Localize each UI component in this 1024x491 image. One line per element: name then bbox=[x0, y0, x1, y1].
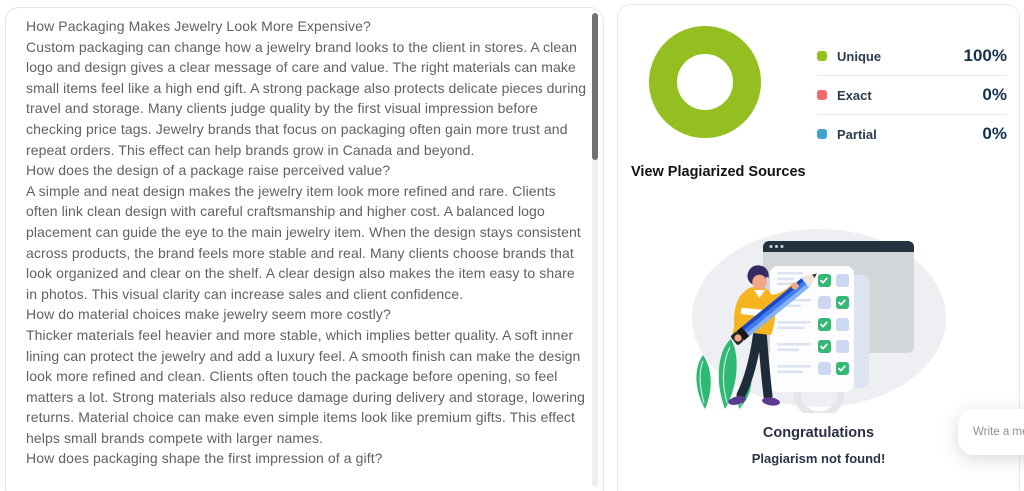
partial-dot-icon bbox=[817, 129, 827, 139]
congratulations-illustration bbox=[691, 223, 951, 419]
report-panel: Unique 100% Exact 0% Partial 0% View Pla… bbox=[617, 4, 1020, 491]
scrollbar-track[interactable] bbox=[592, 13, 598, 487]
unique-dot-icon bbox=[817, 51, 827, 61]
scrollbar-thumb[interactable] bbox=[592, 13, 598, 160]
congratulations-title: Congratulations bbox=[762, 425, 875, 441]
legend-value: 0% bbox=[982, 85, 1007, 104]
legend-value: 0% bbox=[982, 124, 1007, 143]
checklist-person-illustration-icon bbox=[692, 229, 946, 419]
legend-label: Partial bbox=[837, 126, 877, 142]
chat-message-bubble[interactable]: Write a message bbox=[958, 409, 1024, 455]
legend-label: Unique bbox=[837, 48, 882, 64]
legend-row-exact: Exact 0% bbox=[817, 75, 1007, 114]
plagiarism-donut-chart bbox=[649, 26, 761, 138]
legend-row-partial: Partial 0% bbox=[817, 114, 1007, 153]
plagiarism-not-found-text: Plagiarism not found! bbox=[751, 451, 886, 466]
chart-legend: Unique 100% Exact 0% Partial 0% bbox=[817, 37, 1007, 153]
exact-dot-icon bbox=[817, 90, 827, 100]
legend-label: Exact bbox=[837, 87, 872, 103]
legend-row-unique: Unique 100% bbox=[817, 37, 1007, 75]
document-text: How Packaging Makes Jewelry Look More Ex… bbox=[26, 18, 587, 467]
chat-message-placeholder: Write a message bbox=[973, 426, 1024, 438]
document-panel[interactable]: How Packaging Makes Jewelry Look More Ex… bbox=[5, 7, 604, 491]
legend-value: 100% bbox=[963, 46, 1007, 65]
donut-ring-icon bbox=[649, 26, 761, 138]
view-plagiarized-sources-button[interactable]: View Plagiarized Sources bbox=[631, 164, 806, 180]
